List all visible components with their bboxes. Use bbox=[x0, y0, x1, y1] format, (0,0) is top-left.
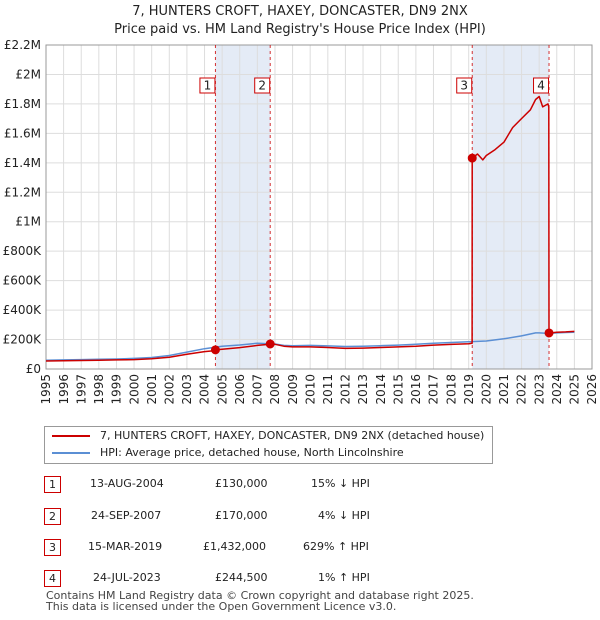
y-tick-label: £1.8M bbox=[4, 97, 41, 111]
legend-label-hpi: HPI: Average price, detached house, Nort… bbox=[100, 446, 404, 459]
x-tick-label: 1998 bbox=[92, 374, 106, 405]
x-tick-label: 2001 bbox=[145, 374, 159, 405]
sale-price: £130,000 bbox=[215, 477, 268, 490]
sale-price: £170,000 bbox=[215, 509, 268, 522]
sale-hpi-delta: 629% ↑ HPI bbox=[303, 540, 369, 553]
sale-number-badge: 3 bbox=[44, 539, 61, 556]
x-tick-label: 2026 bbox=[585, 374, 599, 405]
sale-date: 24-JUL-2023 bbox=[93, 571, 161, 584]
sale-point bbox=[265, 339, 275, 349]
sale-price: £244,500 bbox=[215, 571, 268, 584]
x-tick-label: 2011 bbox=[321, 374, 335, 405]
x-tick-label: 2020 bbox=[480, 374, 494, 405]
y-tick-label: £800K bbox=[3, 244, 43, 258]
x-tick-label: 1997 bbox=[74, 374, 88, 405]
y-tick-label: £200K bbox=[3, 333, 43, 347]
table-row: 2 24-SEP-2007 £170,000 4% ↓ HPI bbox=[0, 508, 600, 528]
sale-date: 15-MAR-2019 bbox=[88, 540, 163, 553]
sale-point bbox=[544, 328, 554, 338]
x-tick-label: 1996 bbox=[57, 374, 71, 405]
ownership-period-shade bbox=[472, 45, 550, 369]
x-tick-label: 2009 bbox=[286, 374, 300, 405]
x-tick-label: 2021 bbox=[497, 374, 511, 405]
footer-copyright: Contains HM Land Registry data © Crown c… bbox=[46, 589, 474, 602]
x-tick-label: 2008 bbox=[268, 374, 282, 405]
x-tick-label: 2017 bbox=[427, 374, 441, 405]
legend-swatch-price bbox=[52, 435, 90, 437]
x-tick-label: 2018 bbox=[444, 374, 458, 405]
sale-number-badge: 2 bbox=[44, 508, 61, 525]
sale-hpi-delta: 15% ↓ HPI bbox=[311, 477, 370, 490]
x-tick-label: 2015 bbox=[391, 374, 405, 405]
x-tick-label: 2012 bbox=[339, 374, 353, 405]
sale-number-box bbox=[456, 77, 473, 94]
y-tick-label: £1.4M bbox=[4, 156, 41, 170]
legend-label-price: 7, HUNTERS CROFT, HAXEY, DONCASTER, DN9 … bbox=[100, 429, 485, 442]
x-tick-label: 2000 bbox=[127, 374, 141, 405]
legend-swatch-hpi bbox=[52, 452, 90, 454]
price-paid-line bbox=[45, 95, 575, 362]
sale-number-label: 1 bbox=[204, 79, 212, 93]
sale-point bbox=[210, 345, 220, 355]
x-tick-label: 2007 bbox=[251, 374, 265, 405]
sale-hpi-delta: 1% ↑ HPI bbox=[318, 571, 370, 584]
sale-number-badge: 4 bbox=[44, 570, 61, 587]
chart-legend: 7, HUNTERS CROFT, HAXEY, DONCASTER, DN9 … bbox=[44, 426, 493, 464]
x-tick-label: 1995 bbox=[39, 374, 53, 405]
x-tick-label: 1999 bbox=[110, 374, 124, 405]
y-tick-label: £1.6M bbox=[4, 126, 41, 140]
y-tick-label: £1.2M bbox=[4, 185, 41, 199]
x-tick-label: 2024 bbox=[550, 374, 564, 405]
x-tick-label: 2003 bbox=[180, 374, 194, 405]
sale-price: £1,432,000 bbox=[203, 540, 266, 553]
x-tick-label: 2023 bbox=[532, 374, 546, 405]
sale-number-box bbox=[533, 77, 550, 94]
plot-frame bbox=[45, 44, 593, 370]
price-chart: £0 £200K £400K £600K £800K £1M £1.2M £1.4M £1.6M… bbox=[3, 38, 600, 405]
x-tick-label: 2019 bbox=[462, 374, 476, 405]
x-tick-label: 2004 bbox=[198, 374, 212, 405]
table-row: 3 15-MAR-2019 £1,432,000 629% ↑ HPI bbox=[0, 539, 600, 559]
x-tick-label: 2022 bbox=[515, 374, 529, 405]
x-tick-label: 2005 bbox=[215, 374, 229, 405]
table-row: 1 13-AUG-2004 £130,000 15% ↓ HPI bbox=[0, 476, 600, 496]
sale-hpi-delta: 4% ↓ HPI bbox=[318, 509, 370, 522]
sale-number-badge: 1 bbox=[44, 476, 61, 493]
y-tick-label: £600K bbox=[3, 274, 43, 288]
x-tick-label: 2014 bbox=[374, 374, 388, 405]
x-tick-label: 2002 bbox=[162, 374, 176, 405]
x-tick-label: 2013 bbox=[356, 374, 370, 405]
sale-number-label: 3 bbox=[460, 79, 468, 93]
x-tick-label: 2016 bbox=[409, 374, 423, 405]
sale-number-box bbox=[254, 77, 271, 94]
footer-license: This data is licensed under the Open Gov… bbox=[46, 600, 397, 613]
y-tick-label: £2.2M bbox=[4, 38, 41, 52]
sale-number-label: 4 bbox=[537, 79, 545, 93]
sale-number-label: 2 bbox=[258, 79, 266, 93]
y-tick-label: £2M bbox=[15, 67, 41, 81]
sale-date: 13-AUG-2004 bbox=[90, 477, 164, 490]
hpi-line bbox=[45, 331, 575, 361]
y-tick-label: £400K bbox=[3, 303, 43, 317]
x-tick-label: 2006 bbox=[233, 374, 247, 405]
x-tick-label: 2025 bbox=[568, 374, 582, 405]
table-row: 4 24-JUL-2023 £244,500 1% ↑ HPI bbox=[0, 570, 600, 590]
chart-title: 7, HUNTERS CROFT, HAXEY, DONCASTER, DN9 … bbox=[132, 4, 468, 19]
y-tick-label: £1M bbox=[15, 215, 41, 229]
sale-point bbox=[467, 153, 477, 163]
sale-date: 24-SEP-2007 bbox=[91, 509, 162, 522]
y-tick-label: £0 bbox=[26, 362, 41, 376]
chart-subtitle: Price paid vs. HM Land Registry's House … bbox=[114, 22, 486, 37]
sale-number-box bbox=[199, 77, 216, 94]
x-tick-label: 2010 bbox=[303, 374, 317, 405]
ownership-period-shade bbox=[215, 45, 271, 369]
